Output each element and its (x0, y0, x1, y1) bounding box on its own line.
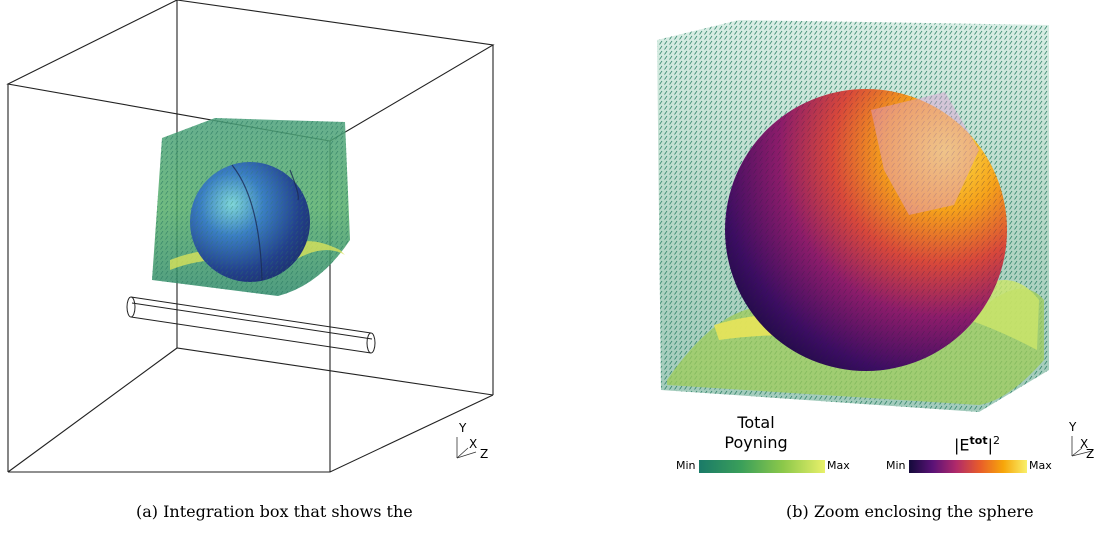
field-title-base: |E (954, 435, 970, 455)
axis-label-x: X (469, 437, 478, 451)
integration-box-figure (6, 0, 495, 473)
axis-triad-a (456, 437, 477, 459)
caption-a: (a) Integration box that shows the (136, 502, 413, 521)
poynting-colorbar (699, 460, 825, 473)
field-colorbar-min: Min (886, 459, 906, 472)
axis-label-y: Y (459, 421, 467, 435)
poynting-colorbar-min: Min (676, 459, 696, 472)
field-title-sup: tot (969, 434, 988, 447)
poynting-colorbar-max: Max (827, 459, 850, 472)
axis-triad-b (1071, 436, 1093, 457)
field-colorbar-title: |Etot|2 (954, 434, 1000, 454)
poynting-title-line2: Poyning (724, 433, 788, 452)
poynting-colorbar-title: Total Poyning (721, 413, 791, 453)
field-title-exp: 2 (992, 434, 1000, 447)
field-title-end: | (987, 435, 993, 455)
panel-b: Total Poyning Min Max |Etot|2 Min Max Y … (549, 0, 1098, 534)
axis-label-y-b: Y (1069, 420, 1077, 434)
axis-label-z-b: Z (1086, 447, 1095, 461)
panel-a: Y X Z (a) Integration box that shows the (6, 0, 495, 521)
axis-label-x-b: X (1080, 437, 1089, 451)
axis-label-z: Z (480, 447, 489, 461)
cylinder (126, 296, 376, 354)
field-colorbar (909, 460, 1027, 473)
zoom-sphere-figure (657, 20, 1093, 457)
field-colorbar-max: Max (1029, 459, 1052, 472)
poynting-title-line1: Total (737, 413, 775, 432)
caption-b: (b) Zoom enclosing the sphere (786, 502, 1034, 521)
